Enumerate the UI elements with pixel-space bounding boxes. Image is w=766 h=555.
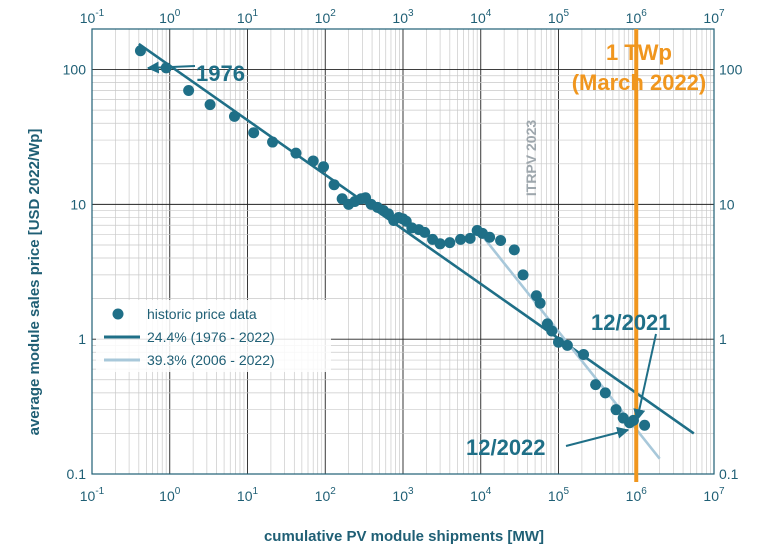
data-point xyxy=(484,231,496,243)
x-tick-label-bottom: 107 xyxy=(703,486,725,504)
data-point xyxy=(267,136,279,148)
x-tick-label-bottom: 101 xyxy=(237,486,259,504)
x-tick-label-bottom: 105 xyxy=(548,486,570,504)
data-point xyxy=(464,232,476,244)
x-tick-label-top: 100 xyxy=(159,8,181,26)
data-point xyxy=(590,379,602,391)
scatter-points xyxy=(134,45,651,431)
annotation-12-2021: 12/2021 xyxy=(591,310,671,335)
data-point xyxy=(318,161,330,173)
data-point xyxy=(455,233,467,245)
data-point xyxy=(508,244,520,256)
x-tick-label-bottom: 106 xyxy=(626,486,648,504)
watermark-label: ITRPV 2023 xyxy=(523,120,539,196)
annotation-12-2022: 12/2022 xyxy=(466,435,546,460)
arrow-12-2021 xyxy=(633,333,657,422)
data-point xyxy=(419,226,431,238)
data-point xyxy=(534,297,546,309)
x-tick-label-bottom: 100 xyxy=(159,486,181,504)
x-tick-label-bottom: 10-1 xyxy=(80,486,105,504)
data-point xyxy=(328,179,340,191)
x-tick-label-top: 105 xyxy=(548,8,570,26)
data-point xyxy=(561,339,573,351)
y-axis-title: average module sales price [USD 2022/Wp] xyxy=(26,129,43,436)
axis-ticks: 10-110-110010010110110210210310310410410… xyxy=(63,8,743,504)
data-point xyxy=(517,269,529,281)
x-tick-label-top: 102 xyxy=(315,8,337,26)
legend: historic price data 24.4% (1976 - 2022) … xyxy=(96,300,331,372)
arrow-12-2022 xyxy=(565,426,630,447)
x-axis-title: cumulative PV module shipments [MW] xyxy=(264,528,544,545)
x-tick-label-top: 10-1 xyxy=(80,8,105,26)
annotation-1976: 1976 xyxy=(196,61,245,86)
y-tick-label-right: 10 xyxy=(719,196,735,212)
legend-label-fit-2006: 39.3% (2006 - 2022) xyxy=(147,352,275,368)
arrow-1976 xyxy=(146,61,196,74)
data-point xyxy=(290,147,302,159)
y-tick-label-left: 100 xyxy=(63,62,87,78)
legend-label-fit-1976: 24.4% (1976 - 2022) xyxy=(147,329,275,345)
data-point xyxy=(444,237,456,249)
y-tick-label-right: 100 xyxy=(719,62,743,78)
data-point xyxy=(546,325,558,337)
data-point xyxy=(434,238,446,250)
annotation-march-2022: (March 2022) xyxy=(572,70,707,95)
x-tick-label-top: 106 xyxy=(626,8,648,26)
data-point xyxy=(248,127,260,139)
data-point xyxy=(134,45,146,57)
data-point xyxy=(599,387,611,399)
y-tick-label-left: 10 xyxy=(70,196,86,212)
x-tick-label-top: 107 xyxy=(703,8,725,26)
fit-lines xyxy=(138,42,695,460)
legend-marker-historic xyxy=(112,308,124,320)
data-point xyxy=(228,110,240,122)
x-tick-label-bottom: 104 xyxy=(470,486,492,504)
y-tick-label-right: 0.1 xyxy=(719,466,739,482)
x-tick-label-top: 103 xyxy=(392,8,414,26)
legend-label-historic: historic price data xyxy=(147,306,257,322)
y-tick-label-left: 1 xyxy=(78,331,86,347)
annotation-1twp: 1 TWp xyxy=(606,40,672,65)
data-point xyxy=(610,404,622,416)
data-point xyxy=(307,155,319,167)
x-tick-label-top: 101 xyxy=(237,8,259,26)
data-point xyxy=(553,336,564,348)
x-tick-label-bottom: 102 xyxy=(315,486,337,504)
data-point xyxy=(204,99,216,111)
y-tick-label-left: 0.1 xyxy=(67,466,87,482)
data-point xyxy=(578,348,590,360)
data-point xyxy=(639,419,651,431)
plot-frame xyxy=(91,28,715,475)
data-point xyxy=(495,234,507,246)
fit-line-1976-2022 xyxy=(138,42,695,435)
x-tick-label-top: 104 xyxy=(470,8,492,26)
data-point xyxy=(183,84,195,96)
x-tick-label-bottom: 103 xyxy=(392,486,414,504)
y-tick-label-right: 1 xyxy=(719,331,727,347)
